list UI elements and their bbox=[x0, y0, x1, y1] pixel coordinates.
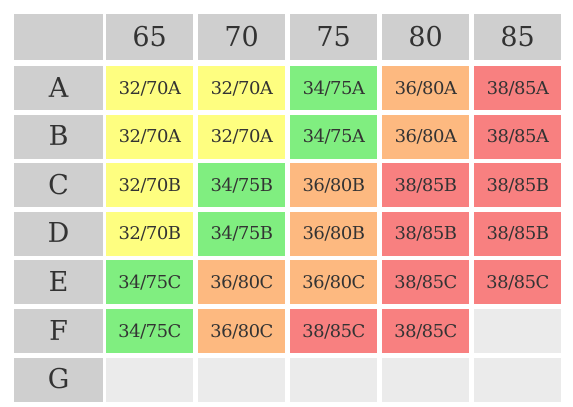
size-cell: 38/85C bbox=[474, 260, 561, 305]
empty-cell bbox=[106, 357, 193, 402]
empty-cell bbox=[474, 309, 561, 353]
size-cell: 36/80A bbox=[382, 66, 469, 110]
size-cell: 34/75C bbox=[106, 260, 193, 305]
column-header: 85 bbox=[474, 14, 561, 60]
size-cell: 32/70A bbox=[106, 114, 193, 159]
size-cell: 36/80A bbox=[382, 114, 469, 159]
size-cell: 38/85B bbox=[474, 163, 561, 208]
size-cell: 36/80C bbox=[198, 309, 285, 353]
size-cell: 36/80C bbox=[198, 260, 285, 305]
row-header: F bbox=[14, 309, 103, 353]
size-cell: 36/80B bbox=[290, 211, 377, 256]
empty-cell bbox=[474, 357, 561, 402]
size-cell: 38/85A bbox=[474, 66, 561, 110]
size-cell: 34/75B bbox=[198, 211, 285, 256]
empty-cell bbox=[382, 357, 469, 402]
corner-cell bbox=[14, 14, 103, 60]
size-cell: 38/85B bbox=[382, 163, 469, 208]
column-header: 70 bbox=[198, 14, 285, 60]
row-header: G bbox=[14, 357, 103, 402]
size-cell: 32/70A bbox=[106, 66, 193, 110]
size-cell: 38/85C bbox=[290, 309, 377, 353]
size-cell: 32/70A bbox=[198, 66, 285, 110]
size-cell: 34/75A bbox=[290, 66, 377, 110]
row-header: B bbox=[14, 114, 103, 159]
column-header: 75 bbox=[290, 14, 377, 60]
column-header: 80 bbox=[382, 14, 469, 60]
size-cell: 32/70B bbox=[106, 211, 193, 256]
row-header: C bbox=[14, 163, 103, 208]
size-cell: 32/70B bbox=[106, 163, 193, 208]
column-header: 65 bbox=[106, 14, 193, 60]
row-header: E bbox=[14, 260, 103, 305]
size-cell: 32/70A bbox=[198, 114, 285, 159]
size-cell: 34/75C bbox=[106, 309, 193, 353]
size-cell: 36/80B bbox=[290, 163, 377, 208]
size-cell: 34/75A bbox=[290, 114, 377, 159]
size-cell: 38/85A bbox=[474, 114, 561, 159]
size-cell: 38/85B bbox=[474, 211, 561, 256]
row-header: D bbox=[14, 211, 103, 256]
size-cell: 38/85C bbox=[382, 309, 469, 353]
empty-cell bbox=[198, 357, 285, 402]
size-cell: 34/75B bbox=[198, 163, 285, 208]
size-cell: 36/80C bbox=[290, 260, 377, 305]
empty-cell bbox=[290, 357, 377, 402]
size-cell: 38/85C bbox=[382, 260, 469, 305]
size-cell: 38/85B bbox=[382, 211, 469, 256]
row-header: A bbox=[14, 66, 103, 110]
